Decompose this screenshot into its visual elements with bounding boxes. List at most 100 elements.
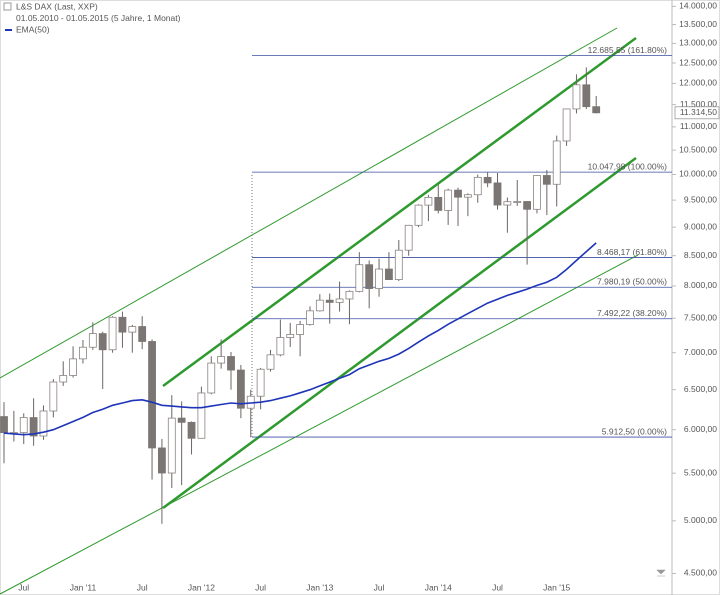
fib-label: 7.492,22 (38.20%) [597, 308, 667, 318]
candle-body [296, 324, 305, 335]
channel-line [0, 254, 639, 595]
candle-body [542, 175, 551, 185]
candle-body [414, 204, 423, 226]
candle-body [49, 381, 58, 412]
chart-title: L&S DAX (Last, XXP) [16, 1, 98, 11]
menu-icon[interactable] [3, 2, 12, 11]
y-tick-label: 12.500,00 [679, 57, 717, 67]
candle-body [592, 106, 601, 114]
y-tick-label: 9.500,00 [684, 194, 717, 204]
y-tick-label: 11.500,00 [680, 99, 717, 109]
candle-body [335, 298, 344, 303]
candle-body [227, 356, 235, 371]
x-tick-label: Jul [137, 582, 148, 592]
candle-body [483, 176, 492, 184]
candle-body [197, 392, 206, 439]
candle-body [306, 310, 314, 325]
candle-body [79, 346, 87, 360]
y-tick-label: 5.500,00 [684, 467, 717, 477]
fib-label: 12.685,55 (161.80%) [588, 45, 668, 55]
candle-body [256, 368, 265, 397]
candle-body [217, 356, 226, 364]
candle-body [128, 326, 137, 333]
candle-body [266, 354, 275, 370]
y-tick-label: 6.500,00 [684, 384, 717, 394]
candle-body [345, 290, 354, 300]
x-tick-label: Jul [492, 582, 503, 592]
candle-body [118, 316, 127, 333]
legend-label: EMA(50) [16, 24, 50, 34]
candle-body [187, 421, 196, 439]
channel-line [162, 156, 637, 510]
candle-body [523, 201, 532, 210]
candle-body [375, 268, 383, 289]
candle-body [454, 189, 462, 198]
y-tick-label: 5.000,00 [684, 515, 717, 525]
x-tick-label: Jan '12 [188, 582, 215, 592]
candle-body [552, 140, 561, 185]
candle-body [207, 362, 216, 394]
y-tick-label: 14.000,00 [679, 1, 717, 11]
channel-line [0, 27, 618, 379]
last-price-label: 11.314,50 [680, 107, 717, 117]
y-tick-label: 9.000,00 [684, 221, 717, 231]
candle-body [276, 337, 285, 356]
candle-body [463, 194, 472, 198]
candle-body [582, 84, 591, 108]
y-tick-label: 8.500,00 [684, 250, 717, 260]
candle-body [394, 249, 403, 280]
fib-label: 5.912,50 (0.00%) [602, 426, 667, 436]
fib-label: 7.980,19 (50.00%) [597, 276, 667, 286]
candle-body [473, 176, 482, 196]
candle-body [385, 268, 393, 280]
y-tick-label: 10.000,00 [679, 169, 717, 179]
scroll-icon[interactable] [656, 569, 666, 577]
y-tick-label: 4.500,00 [684, 568, 717, 578]
candle-body [365, 264, 374, 289]
candle-body [503, 201, 512, 206]
candle-body [39, 410, 48, 437]
candle-body [286, 334, 295, 338]
ema-line [3, 242, 597, 436]
y-tick-label: 7.500,00 [684, 312, 717, 322]
chart-subtitle: 01.05.2010 - 01.05.2015 (5 Jahre, 1 Mona… [16, 13, 181, 23]
y-tick-label: 8.000,00 [684, 280, 717, 290]
header: L&S DAX (Last, XXP) 01.05.2010 - 01.05.2… [3, 1, 181, 34]
channel-line [162, 36, 637, 388]
candle-body [138, 326, 147, 342]
x-tick-label: Jan '15 [543, 582, 570, 592]
channels [0, 27, 639, 595]
last-price-box [674, 106, 720, 120]
candle-body [493, 182, 502, 206]
y-tick-label: 13.500,00 [679, 19, 717, 29]
candle-body [108, 316, 117, 351]
candle-body [98, 333, 107, 351]
candle-body [29, 417, 38, 437]
candle-body [167, 417, 176, 474]
candle-body [562, 108, 571, 142]
candle-body [355, 264, 364, 292]
y-tick-label: 13.000,00 [679, 38, 717, 48]
candle-body [404, 224, 413, 251]
y-tick-label: 12.000,00 [679, 78, 717, 88]
fib-label: 10.047,98 (100.00%) [588, 161, 668, 171]
candle-body [424, 196, 433, 206]
x-tick-label: Jan '11 [70, 582, 97, 592]
candle-body [177, 417, 186, 423]
y-tick-label: 7.000,00 [684, 347, 717, 357]
candle-body [236, 369, 245, 409]
candle-body [59, 375, 68, 383]
candle-body [315, 299, 324, 312]
candle-body [444, 189, 453, 211]
candle-body [325, 299, 334, 303]
y-tick-label: 10.500,00 [679, 144, 717, 154]
candle-body [88, 333, 97, 348]
y-tick-label: 6.000,00 [684, 424, 717, 434]
x-tick-label: Jul [255, 582, 266, 592]
candle-body [19, 417, 28, 433]
candle-body [513, 201, 522, 203]
